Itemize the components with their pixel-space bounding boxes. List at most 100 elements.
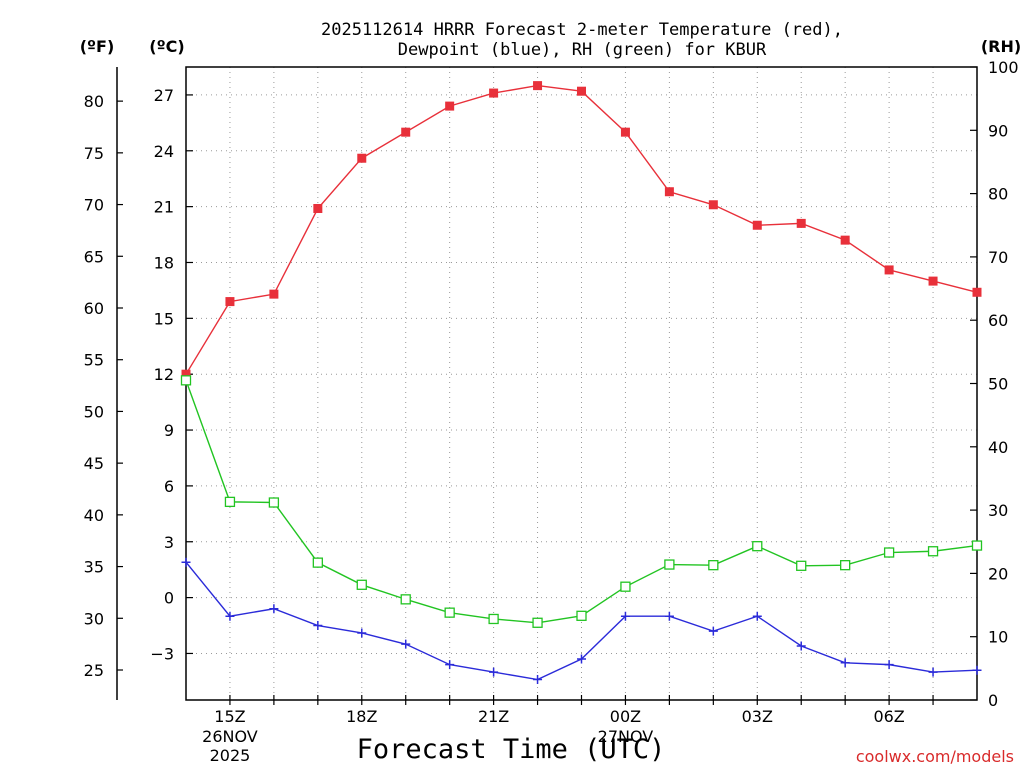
x-tick-label: 15Z bbox=[214, 707, 245, 726]
celsius-tick-label: 6 bbox=[164, 477, 174, 496]
fahrenheit-unit-label: (ºF) bbox=[80, 37, 115, 56]
temperature-point bbox=[357, 153, 367, 163]
relative-humidity-point bbox=[971, 540, 983, 551]
dewpoint-point bbox=[664, 611, 674, 621]
rh-tick-label: 90 bbox=[988, 121, 1008, 140]
relative-humidity-point bbox=[796, 560, 807, 571]
celsius-tick-label: 9 bbox=[164, 421, 174, 440]
dewpoint-point bbox=[972, 665, 982, 675]
celsius-tick-label: 18 bbox=[154, 253, 174, 272]
relative-humidity-point bbox=[576, 610, 587, 621]
credit-text: coolwx.com/models bbox=[856, 747, 1014, 766]
dewpoint-point bbox=[445, 660, 455, 670]
relative-humidity-point bbox=[400, 594, 411, 605]
relative-humidity-point bbox=[840, 560, 851, 571]
celsius-tick-label: 12 bbox=[154, 365, 174, 384]
x-tick-label: 21Z bbox=[478, 707, 509, 726]
rh-tick-label: 0 bbox=[988, 691, 998, 710]
dewpoint-point bbox=[357, 628, 367, 638]
dewpoint-point bbox=[313, 621, 323, 631]
dewpoint-point bbox=[533, 675, 543, 685]
relative-humidity-point bbox=[356, 579, 367, 590]
x-tick-label: 03Z bbox=[742, 707, 773, 726]
rh-tick-label: 40 bbox=[988, 438, 1008, 457]
temperature-point bbox=[664, 187, 674, 197]
dewpoint-point bbox=[928, 667, 938, 677]
dewpoint-point bbox=[752, 611, 762, 621]
fahrenheit-tick-label: 30 bbox=[84, 609, 104, 628]
temperature-point bbox=[489, 88, 499, 98]
temperature-point bbox=[752, 220, 762, 230]
fahrenheit-tick-label: 75 bbox=[84, 144, 104, 163]
plot-frame bbox=[185, 66, 978, 701]
dewpoint-point bbox=[796, 641, 806, 651]
x-tick-label: 06Z bbox=[873, 707, 904, 726]
rh-tick-label: 60 bbox=[988, 311, 1008, 330]
temperature-point bbox=[928, 276, 938, 286]
rh-tick-label: 80 bbox=[988, 185, 1008, 204]
celsius-tick-label: 15 bbox=[154, 309, 174, 328]
gridlines bbox=[186, 67, 977, 700]
fahrenheit-tick-label: 55 bbox=[84, 351, 104, 370]
x-tick-label: 00Z bbox=[610, 707, 641, 726]
temperature-point bbox=[708, 200, 718, 210]
relative-humidity-point bbox=[752, 541, 763, 552]
chart-title-line-1: 2025112614 HRRR Forecast 2-meter Tempera… bbox=[321, 20, 843, 40]
relative-humidity-point bbox=[664, 559, 675, 570]
temperature-point bbox=[840, 235, 850, 245]
rh-tick-label: 20 bbox=[988, 564, 1008, 583]
temperature-point bbox=[225, 297, 235, 307]
temperature-point bbox=[445, 101, 455, 111]
relative-humidity-line bbox=[185, 380, 978, 624]
celsius-tick-label: 24 bbox=[154, 142, 174, 161]
rh-tick-label: 30 bbox=[988, 501, 1008, 520]
temperature-point bbox=[884, 265, 894, 275]
fahrenheit-tick-label: 50 bbox=[84, 402, 104, 421]
temperature-point bbox=[313, 203, 323, 213]
dewpoint-point bbox=[884, 660, 894, 670]
fahrenheit-tick-label: 60 bbox=[84, 299, 104, 318]
relative-humidity-point bbox=[224, 496, 236, 508]
temperature-point bbox=[972, 287, 982, 297]
temperature-line bbox=[185, 84, 978, 375]
relative-humidity-point bbox=[268, 497, 280, 508]
rh-unit-label: (RH) bbox=[981, 37, 1021, 56]
celsius-tick-label: 27 bbox=[154, 86, 174, 105]
rh-tick-label: 70 bbox=[988, 248, 1008, 267]
rh-tick-label: 10 bbox=[988, 628, 1008, 647]
chart-title-line-2: Dewpoint (blue), RH (green) for KBUR bbox=[398, 40, 767, 60]
temperature-point bbox=[796, 218, 806, 228]
axes: 25 30 35 40 45 50 55 60 65 70 75 80 −3 0 3 6 9 12 15 18 21 24… bbox=[84, 58, 1019, 765]
celsius-tick-label: 21 bbox=[154, 198, 174, 217]
fahrenheit-tick-label: 25 bbox=[84, 661, 104, 680]
dewpoint-point bbox=[225, 611, 235, 621]
dewpoint-point bbox=[620, 611, 630, 621]
dewpoint-point bbox=[181, 557, 191, 567]
dewpoint-point bbox=[401, 639, 411, 649]
dewpoint-point bbox=[489, 667, 499, 677]
celsius-tick-label: −3 bbox=[150, 644, 174, 663]
temperature-point bbox=[620, 127, 630, 137]
dewpoint-point bbox=[708, 626, 718, 636]
relative-humidity-point bbox=[444, 607, 455, 618]
temperature-point bbox=[269, 289, 279, 299]
relative-humidity-point bbox=[312, 557, 323, 568]
data-series bbox=[180, 81, 983, 685]
dewpoint-point bbox=[840, 658, 850, 668]
dewpoint-point bbox=[269, 604, 279, 614]
relative-humidity-point bbox=[180, 375, 192, 386]
relative-humidity-point bbox=[488, 613, 499, 625]
relative-humidity-point bbox=[708, 560, 719, 571]
x-axis-title: Forecast Time (UTC) bbox=[357, 734, 666, 765]
temperature-point bbox=[401, 127, 411, 137]
fahrenheit-tick-label: 35 bbox=[84, 558, 104, 577]
temperature-point bbox=[577, 86, 586, 96]
relative-humidity-point bbox=[532, 617, 543, 628]
fahrenheit-tick-label: 70 bbox=[84, 196, 104, 215]
relative-humidity-point bbox=[883, 547, 895, 558]
x-tick-label: 18Z bbox=[346, 707, 377, 726]
celsius-tick-label: 3 bbox=[164, 533, 174, 552]
dewpoint-point bbox=[577, 654, 586, 664]
x-tick-year-label: 2025 bbox=[210, 746, 251, 765]
